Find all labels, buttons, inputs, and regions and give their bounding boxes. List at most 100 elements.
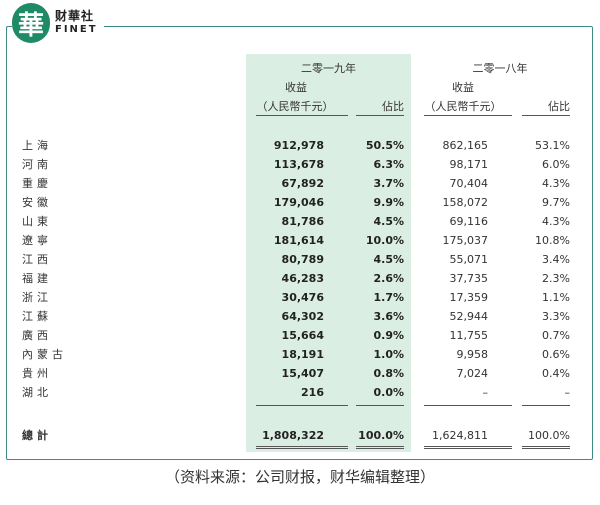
table-row: 湖北 216 0.0% – – <box>0 384 600 402</box>
revenue-2018: 158,072 <box>442 196 489 209</box>
region-label: 江蘇 <box>22 310 52 323</box>
total-revenue-2018: 1,624,811 <box>432 429 488 442</box>
header-revenue-2018: 收益 <box>452 81 474 94</box>
share-2019: 3.6% <box>373 310 404 323</box>
revenue-2019: 15,407 <box>281 367 324 380</box>
total-double-line <box>256 446 348 449</box>
subtotal-line <box>256 405 348 406</box>
share-2019: 10.0% <box>365 234 404 247</box>
table-row: 內蒙古 18,191 1.0% 9,958 0.6% <box>0 346 600 364</box>
share-2019: 0.9% <box>373 329 404 342</box>
total-row: 總計 1,808,322 100.0% 1,624,811 100.0% <box>0 427 600 445</box>
total-double-line <box>424 446 512 449</box>
share-2019: 2.6% <box>373 272 404 285</box>
table-row: 河南 113,678 6.3% 98,171 6.0% <box>0 156 600 174</box>
table-row: 江蘇 64,302 3.6% 52,944 3.3% <box>0 308 600 326</box>
revenue-2018: 11,755 <box>449 329 489 342</box>
share-2018: 4.3% <box>542 215 570 228</box>
table-row: 福建 46,283 2.6% 37,735 2.3% <box>0 270 600 288</box>
share-2018: 0.6% <box>542 348 570 361</box>
table-row: 浙江 30,476 1.7% 17,359 1.1% <box>0 289 600 307</box>
table-row: 貴州 15,407 0.8% 7,024 0.4% <box>0 365 600 383</box>
header-year-2019: 二零一九年 <box>301 62 356 75</box>
revenue-2019: 912,978 <box>273 139 324 152</box>
revenue-2018: 55,071 <box>449 253 489 266</box>
revenue-2019: 181,614 <box>273 234 324 247</box>
region-label: 廣西 <box>22 329 52 342</box>
share-2018: 4.3% <box>542 177 570 190</box>
share-2019: 6.3% <box>373 158 404 171</box>
header-underline <box>424 115 512 116</box>
revenue-2018: 98,171 <box>449 158 489 171</box>
revenue-2018: 69,116 <box>449 215 489 228</box>
total-double-line <box>522 446 570 449</box>
revenue-2019: 15,664 <box>281 329 324 342</box>
revenue-2019: 179,046 <box>273 196 324 209</box>
revenue-2018: 9,958 <box>456 348 489 361</box>
revenue-2019: 67,892 <box>281 177 324 190</box>
logo-cn: 财華社 <box>55 9 95 23</box>
total-revenue-2019: 1,808,322 <box>262 429 324 442</box>
share-2019: 1.7% <box>373 291 404 304</box>
share-2018: 0.4% <box>542 367 570 380</box>
header-share-2019: 佔比 <box>382 100 404 113</box>
revenue-2018: 7,024 <box>456 367 489 380</box>
share-2018: 3.3% <box>542 310 570 323</box>
table-row: 安徽 179,046 9.9% 158,072 9.7% <box>0 194 600 212</box>
share-2019: 4.5% <box>373 253 404 266</box>
header-unit-2019: （人民幣千元） <box>256 100 334 113</box>
revenue-2018: 17,359 <box>449 291 489 304</box>
table-row: 遼寧 181,614 10.0% 175,037 10.8% <box>0 232 600 250</box>
share-2019: 0.0% <box>373 386 404 399</box>
header-underline <box>256 115 348 116</box>
region-label: 山東 <box>22 215 52 228</box>
share-2018: 9.7% <box>542 196 570 209</box>
total-label: 總計 <box>22 429 52 442</box>
revenue-2019: 46,283 <box>281 272 324 285</box>
header-unit-2018: （人民幣千元） <box>424 100 502 113</box>
share-2019: 3.7% <box>373 177 404 190</box>
logo-badge: 華 <box>12 3 50 43</box>
logo-en: FINET <box>55 24 98 35</box>
total-double-line <box>356 446 404 449</box>
header-underline <box>522 115 570 116</box>
subtotal-line <box>522 405 570 406</box>
share-2019: 0.8% <box>373 367 404 380</box>
revenue-2019: 113,678 <box>273 158 324 171</box>
header-revenue-2019: 收益 <box>285 81 307 94</box>
share-2018: 10.8% <box>535 234 570 247</box>
header-share-2018: 佔比 <box>548 100 570 113</box>
region-label: 貴州 <box>22 367 52 380</box>
region-label: 福建 <box>22 272 52 285</box>
total-share-2018: 100.0% <box>528 429 570 442</box>
subtotal-line <box>424 405 512 406</box>
share-2018: 3.4% <box>542 253 570 266</box>
share-2019: 9.9% <box>373 196 404 209</box>
region-label: 重慶 <box>22 177 52 190</box>
table-row: 廣西 15,664 0.9% 11,755 0.7% <box>0 327 600 345</box>
subtotal-line <box>356 405 404 406</box>
share-2018: 1.1% <box>542 291 570 304</box>
region-label: 上海 <box>22 139 52 152</box>
revenue-2019: 64,302 <box>281 310 324 323</box>
share-2019: 1.0% <box>373 348 404 361</box>
revenue-2019: 18,191 <box>281 348 324 361</box>
region-label: 浙江 <box>22 291 52 304</box>
revenue-2018: 862,165 <box>442 139 489 152</box>
table-row: 上海 912,978 50.5% 862,165 53.1% <box>0 137 600 155</box>
share-2018: 6.0% <box>542 158 570 171</box>
revenue-2018: – <box>482 386 489 399</box>
share-2018: – <box>564 386 571 399</box>
source-caption: （资料来源：公司财报，财华编辑整理） <box>164 468 435 486</box>
revenue-2019: 216 <box>301 386 324 399</box>
share-2019: 50.5% <box>365 139 404 152</box>
share-2019: 4.5% <box>373 215 404 228</box>
region-label: 河南 <box>22 158 52 171</box>
revenue-2018: 52,944 <box>449 310 489 323</box>
table-row: 重慶 67,892 3.7% 70,404 4.3% <box>0 175 600 193</box>
table-row: 江西 80,789 4.5% 55,071 3.4% <box>0 251 600 269</box>
highlight-2019-column <box>246 54 411 452</box>
share-2018: 53.1% <box>535 139 570 152</box>
total-share-2019: 100.0% <box>358 429 404 442</box>
revenue-2018: 37,735 <box>449 272 489 285</box>
